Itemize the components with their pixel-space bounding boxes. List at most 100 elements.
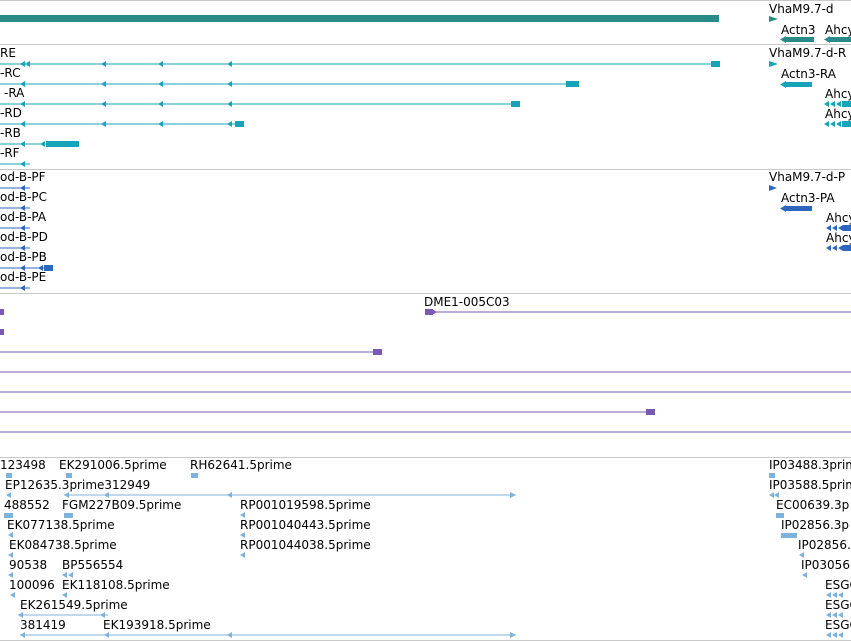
transcript-label[interactable]: VhaM9.7-d-R (769, 46, 847, 60)
direction-arrow (799, 552, 804, 558)
gene-arrow[interactable] (780, 36, 786, 43)
transcript-label[interactable]: Actn3-RA (781, 67, 836, 81)
gene-arrow[interactable] (769, 16, 778, 22)
protein-label[interactable]: VhaM9.7-d-P (769, 170, 846, 184)
est-feature[interactable] (191, 473, 198, 478)
exon[interactable] (646, 409, 655, 415)
est-label[interactable]: EP12635.3prime312949 (5, 478, 151, 492)
direction-arrow (8, 552, 13, 558)
est-label[interactable]: FGM227B09.5prime (62, 498, 182, 512)
exon[interactable] (566, 81, 579, 87)
direction-arrow (10, 592, 15, 598)
protein-label[interactable]: od-B-PE (0, 270, 47, 284)
exon[interactable] (511, 101, 520, 107)
track-separator (0, 0, 851, 1)
gene-span[interactable] (828, 37, 851, 42)
exon[interactable] (843, 225, 851, 231)
protein-label[interactable]: od-B-PC (0, 190, 48, 204)
est-label[interactable]: 123498 (0, 458, 46, 472)
est-label[interactable]: ESGC (825, 618, 851, 632)
transcript-label[interactable]: Ahcy (825, 107, 851, 121)
est-feature[interactable] (776, 513, 784, 518)
transcript-label[interactable]: Ahcy (825, 87, 851, 101)
est-label[interactable]: ESGC (825, 598, 851, 612)
est-label[interactable]: IP02856.3p (781, 518, 850, 532)
transcript-label[interactable]: -RC (0, 66, 21, 80)
est-label[interactable]: IP03056 (801, 558, 850, 572)
est-label[interactable]: 488552 (4, 498, 50, 512)
direction-arrow (20, 161, 25, 167)
direction-arrow[interactable] (769, 185, 777, 191)
est-label[interactable]: EC00639.3p (776, 498, 850, 512)
est-label[interactable]: EK261549.5prime (20, 598, 128, 612)
protein-label[interactable]: Ahcy (826, 211, 851, 225)
gene-arrow[interactable] (824, 36, 830, 43)
exon[interactable] (784, 82, 812, 87)
direction-arrow (240, 552, 245, 558)
protein-label[interactable]: od-B-PB (0, 250, 47, 264)
exon[interactable] (373, 349, 382, 355)
gene-label[interactable]: Actn3 (781, 23, 816, 37)
cdna-label[interactable]: DME1-005C03 (424, 295, 510, 309)
gene-label[interactable]: VhaM9.7-d (769, 2, 834, 16)
est-feature[interactable] (64, 513, 73, 518)
exon[interactable] (784, 206, 812, 211)
exon[interactable] (0, 329, 4, 335)
est-label[interactable]: ESGC (825, 578, 851, 592)
est-label[interactable]: RH62641.5prime (190, 458, 292, 472)
gene-label[interactable]: Ahcy (825, 23, 851, 37)
protein-label[interactable]: Ahcy (826, 231, 851, 245)
track-separator (0, 44, 851, 45)
direction-arrow (824, 101, 841, 107)
protein-label[interactable]: od-B-PA (0, 210, 47, 224)
est-feature[interactable] (6, 473, 12, 478)
protein-label[interactable]: od-B-PD (0, 230, 48, 244)
direction-arrow (780, 205, 786, 212)
est-label[interactable]: BP556554 (62, 558, 124, 572)
gene-span[interactable] (784, 37, 814, 42)
est-label[interactable]: EK077138.5prime (7, 518, 115, 532)
exon[interactable] (235, 121, 244, 127)
gene-span[interactable] (0, 15, 719, 22)
exon[interactable] (842, 121, 851, 127)
est-label[interactable]: EK084738.5prime (9, 538, 117, 552)
direction-arrow (826, 632, 843, 638)
exon[interactable] (44, 265, 53, 271)
est-label[interactable]: EK118108.5prime (62, 578, 170, 592)
exon[interactable] (425, 309, 433, 315)
direction-arrow (510, 492, 516, 498)
transcript-label[interactable]: -RF (0, 146, 20, 160)
est-label[interactable]: 90538 (9, 558, 48, 572)
exon[interactable] (842, 101, 851, 107)
est-feature[interactable] (4, 513, 13, 518)
est-label[interactable]: RP001019598.5prime (240, 498, 371, 512)
transcript-label[interactable]: -RB (0, 126, 21, 140)
est-feature[interactable] (781, 533, 797, 538)
direction-arrow (826, 592, 843, 598)
transcript-label[interactable]: -RA (4, 86, 25, 100)
est-label[interactable]: RP001040443.5prime (240, 518, 371, 532)
est-label[interactable]: 381419 (20, 618, 66, 632)
direction-arrow[interactable] (769, 61, 778, 67)
direction-arrow (20, 225, 25, 231)
est-feature[interactable] (769, 473, 775, 478)
exon[interactable] (46, 141, 79, 147)
exon[interactable] (711, 61, 720, 67)
transcript-label[interactable]: -RD (0, 106, 22, 120)
est-label[interactable]: IP03488.3prime (769, 458, 851, 472)
exon[interactable] (843, 245, 851, 251)
est-label[interactable]: IP02856. (798, 538, 851, 552)
est-label[interactable]: IP03588.5prime (769, 478, 851, 492)
est-track (4, 473, 843, 638)
est-feature[interactable] (66, 473, 72, 478)
exon[interactable] (0, 309, 4, 315)
protein-label[interactable]: od-B-PF (0, 170, 46, 184)
track-separator (0, 293, 851, 294)
est-label[interactable]: 100096 (9, 578, 55, 592)
est-label[interactable]: EK291006.5prime (59, 458, 167, 472)
est-label[interactable]: EK193918.5prime (103, 618, 211, 632)
protein-label[interactable]: Actn3-PA (781, 191, 835, 205)
est-label[interactable]: RP001044038.5prime (240, 538, 371, 552)
transcript-label[interactable]: RE (0, 46, 16, 60)
